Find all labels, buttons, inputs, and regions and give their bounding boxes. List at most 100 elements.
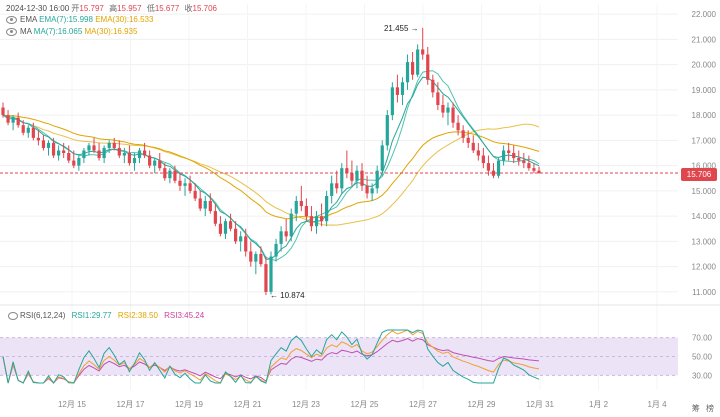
candle-body [436,92,440,106]
candle-body [385,115,389,146]
candle-body [228,221,233,229]
candle-body [289,213,293,237]
candle-body [117,147,121,156]
rsi-band [0,337,678,376]
candle-body [259,254,263,265]
candle-body [62,150,66,153]
candle-body [208,200,212,212]
time-axis: 12月 15 12月 17 12月 19 12月 21 12月 23 12月 25 12月 … [58,400,667,409]
candle-body [304,206,308,217]
candle-body [481,155,485,164]
candle-body [178,180,182,186]
price-axis: 22.000 21.000 20.000 19.000 18.000 17.000 16.0… [692,10,717,297]
candle-body [1,107,5,116]
candle-body [375,170,379,189]
candle-body [466,137,470,143]
candle-body [234,228,238,242]
candle-body [395,87,400,95]
candle-datetime: 2024-12-30 16:00 [6,4,70,13]
candle-body [249,251,253,262]
candle-body [441,105,445,113]
rsi-tick-label: 70.00 [692,334,713,343]
candle-body [97,150,101,159]
rsi3-line [2,337,540,384]
candle-body [380,145,384,171]
candle-body [416,49,420,75]
candle-body [264,264,268,292]
candle-body [451,107,455,123]
candle-body [137,150,142,159]
candle-body [31,127,35,138]
time-tick-label: 12月 27 [409,400,438,409]
candle-body [153,160,157,166]
candle-body [203,200,207,209]
price-tick-label: 11.000 [692,288,716,297]
eye-icon[interactable] [6,27,17,36]
rsi-axis: 70.00 50.00 30.00 [692,334,713,381]
candle-body [239,236,243,242]
candle-body [537,170,541,174]
ma30-line [2,114,540,226]
candle-body [405,62,410,83]
price-tick-label: 12.000 [692,263,717,272]
price-annotations: 21.455 → ← 10.874 [270,24,419,300]
price-tick-label: 14.000 [692,212,717,221]
candle-body [168,170,172,179]
candle-body [507,150,511,153]
candle-body [299,200,303,207]
time-tick-label: 12月 17 [116,400,145,409]
candle-body [502,150,506,161]
open-value: 15.797 [79,4,104,13]
candlestick-series[interactable] [1,27,541,296]
candle-body [142,150,147,156]
time-tick-label: 12月 19 [175,400,204,409]
candle-body [193,190,197,199]
candle-body [446,107,450,113]
time-tick-label: 12月 21 [233,400,262,409]
rsi1-line [2,329,540,384]
eye-icon[interactable] [6,15,17,24]
ema7-line [2,76,540,261]
candle-body [132,158,137,164]
rank-button[interactable]: 榜 [706,404,714,413]
candle-body [158,160,162,169]
candle-body [46,142,51,148]
rsi-tick-label: 50.00 [692,353,713,362]
candle-body [87,145,91,151]
low-annotation: ← 10.874 [270,291,305,300]
rsi-tick-label: 30.00 [692,371,713,380]
ema-legend[interactable]: EMA EMA(7):15.998 EMA(30):16.533 [6,15,153,24]
candle-body [148,155,152,166]
price-tick-label: 15.000 [692,187,717,196]
candle-body [471,142,475,151]
candle-body [6,115,10,123]
time-tick-label: 12月 23 [292,400,321,409]
candle-body [527,163,531,169]
rsi-legend[interactable]: RSI(6,12,24) RSI1:29.77 RSI2:38.50 RSI3:… [8,311,208,320]
candle-body [522,160,526,164]
candle-body [345,168,349,174]
high-value: 15.957 [117,4,142,13]
price-tick-label: 13.000 [692,237,717,246]
candle-body [274,243,278,257]
candle-body [213,211,217,224]
eye-icon[interactable] [8,311,18,320]
price-tick-label: 16.000 [692,162,717,171]
candle-body [461,130,465,138]
candle-body [11,117,15,123]
candle-body [496,160,501,176]
price-tick-label: 17.000 [692,136,717,145]
candle-body [294,200,298,214]
candle-body [218,223,223,234]
candle-body [476,150,480,156]
candle-body [517,158,521,161]
candle-body [26,127,30,133]
chip-button[interactable]: 筹 [691,404,700,413]
candle-body [67,153,71,161]
candle-body [325,195,329,222]
candle-body [400,82,405,95]
candle-body [421,49,425,55]
candle-body [309,216,314,227]
ma-legend[interactable]: MA MA(7):16.065 MA(30):16.935 [6,27,137,36]
